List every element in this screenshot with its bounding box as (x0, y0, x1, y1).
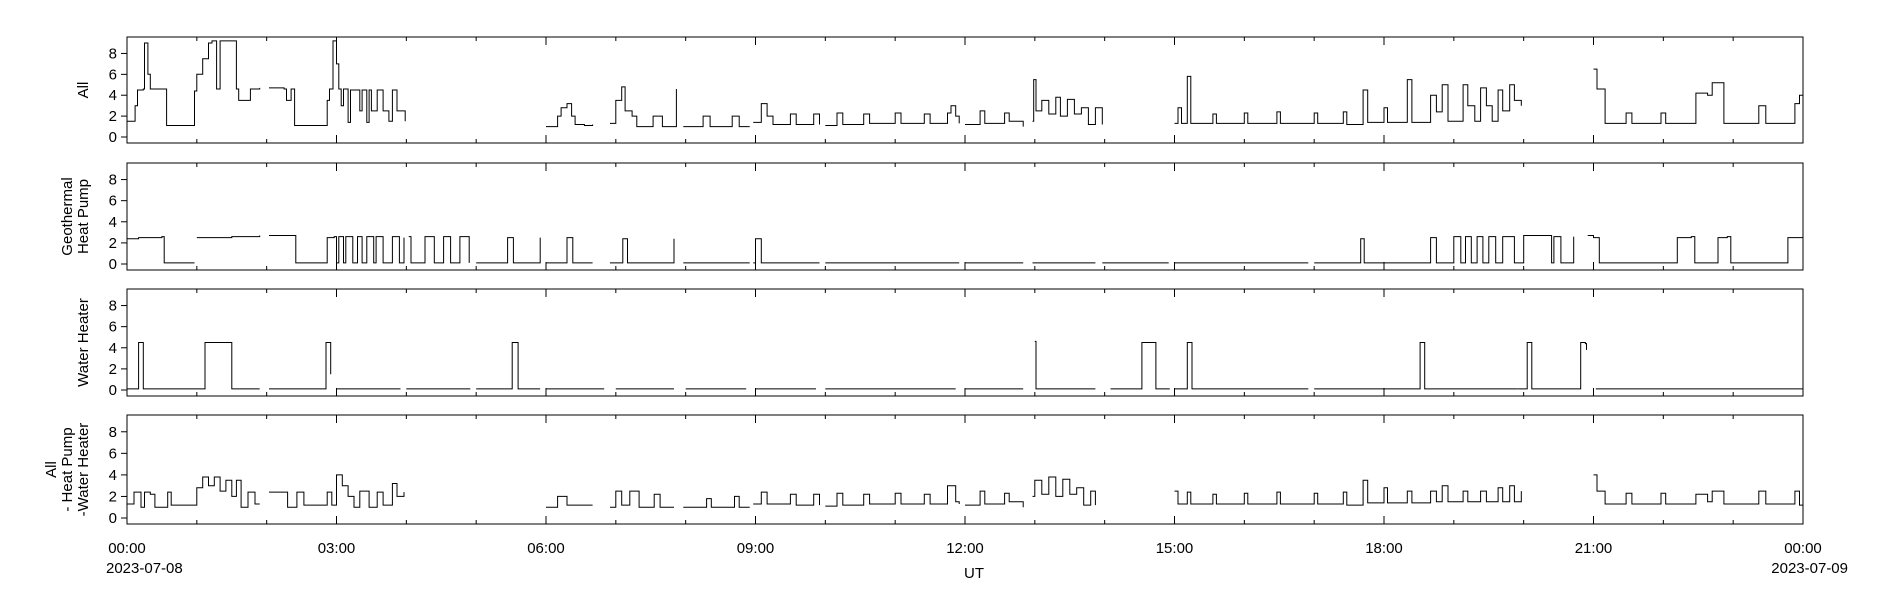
y-tick-label: 0 (109, 256, 117, 273)
y-tick-label: 8 (109, 172, 117, 189)
x-tick-label: 00:00 (1784, 540, 1822, 557)
series-segment (610, 86, 677, 128)
series-segment (196, 235, 261, 239)
y-tick-label: 8 (109, 424, 117, 441)
series-segment (1110, 342, 1170, 390)
y-tick-label: 4 (109, 467, 117, 484)
y-tick-label: 4 (109, 87, 117, 104)
y-tick-label: 4 (109, 340, 117, 357)
series-segment (965, 110, 1024, 127)
series-segment (546, 103, 594, 128)
series-segment (825, 485, 960, 507)
series-segment (269, 40, 406, 126)
y-axis-label: -Water Heater (75, 423, 92, 517)
series-segment (825, 105, 960, 126)
x-tick-label: 21:00 (1575, 540, 1613, 557)
y-tick-label: 2 (109, 108, 117, 125)
series-segment (408, 236, 470, 264)
series-segment (610, 490, 674, 508)
x-end-date-label: 2023-07-09 (1771, 560, 1848, 577)
series-segment (546, 237, 593, 264)
series-segment (127, 476, 260, 508)
x-tick-label: 06:00 (527, 540, 565, 557)
series-segment (1314, 235, 1575, 264)
x-tick-label: 12:00 (946, 540, 984, 557)
series-segment (1174, 75, 1522, 125)
panel-4: 0 2 4 6 8 All - Heat Pump -Water Heater (43, 414, 1804, 527)
series-segment (965, 490, 1024, 508)
series-segment (683, 115, 750, 128)
series-segment (753, 238, 820, 264)
series-segment (127, 342, 260, 390)
panel-3: 0 2 4 6 8 Water Heater (75, 288, 1804, 399)
y-tick-label: 6 (109, 193, 117, 210)
series-segment (753, 491, 820, 506)
series-segment (269, 235, 405, 264)
y-tick-label: 0 (109, 129, 117, 146)
series-segment (1314, 342, 1518, 390)
y-tick-label: 4 (109, 214, 117, 231)
y-axis-label: Water Heater (75, 298, 92, 387)
series-segment (1032, 79, 1103, 125)
y-tick-label: 8 (109, 298, 117, 315)
series-segment (610, 238, 675, 264)
series-segment (1032, 476, 1096, 506)
series-segment (753, 103, 820, 125)
series-segment (1587, 235, 1803, 264)
y-tick-label: 8 (109, 45, 117, 62)
series-segment (1517, 342, 1587, 390)
series-segment (269, 342, 332, 390)
panel-frame (126, 288, 1804, 397)
y-tick-label: 0 (109, 510, 117, 527)
panel-1: 0 2 4 6 8 All (75, 36, 1804, 146)
y-tick-label: 2 (109, 235, 117, 252)
y-tick-label: 6 (109, 445, 117, 462)
panels: 0 2 4 6 8 All 0 2 4 6 8 Geothermal Heat Pump 0 2 4 6 8 Wat… (43, 36, 1804, 527)
series-segment (476, 342, 541, 390)
series-segment (127, 40, 261, 126)
y-axis-label: All (75, 82, 92, 99)
x-tick-label: 09:00 (737, 540, 775, 557)
y-axis-label: - Heat Pump (59, 427, 76, 511)
x-tick-label: 03:00 (318, 540, 356, 557)
panel-frame (126, 414, 1804, 525)
y-axis-label: Geothermal (59, 177, 76, 255)
y-tick-label: 6 (109, 66, 117, 83)
series-segment (1174, 342, 1309, 390)
series-segment (1593, 474, 1804, 506)
series-segment (476, 237, 541, 264)
x-tick-label: 15:00 (1156, 540, 1194, 557)
x-tick-label: 00:00 (108, 540, 146, 557)
series-segment (683, 495, 750, 508)
y-axis-label: Heat Pump (75, 179, 92, 254)
series-segment (127, 236, 195, 264)
series-segment (546, 495, 593, 508)
y-tick-label: 0 (109, 382, 117, 399)
series-segment (1174, 479, 1522, 506)
y-axis-label: All (43, 461, 60, 478)
y-tick-label: 6 (109, 319, 117, 336)
y-tick-label: 2 (109, 488, 117, 505)
x-axis: UT 2023-07-08 2023-07-09 00:00 03:00 06:00… (106, 540, 1848, 582)
series-segment (1034, 340, 1096, 390)
x-axis-label: UT (964, 565, 984, 582)
y-tick-label: 2 (109, 361, 117, 378)
panel-2: 0 2 4 6 8 Geothermal Heat Pump (59, 162, 1804, 273)
x-start-date-label: 2023-07-08 (106, 560, 183, 577)
series-segment (269, 474, 405, 508)
x-tick-label: 18:00 (1365, 540, 1403, 557)
series-segment (1593, 68, 1804, 124)
